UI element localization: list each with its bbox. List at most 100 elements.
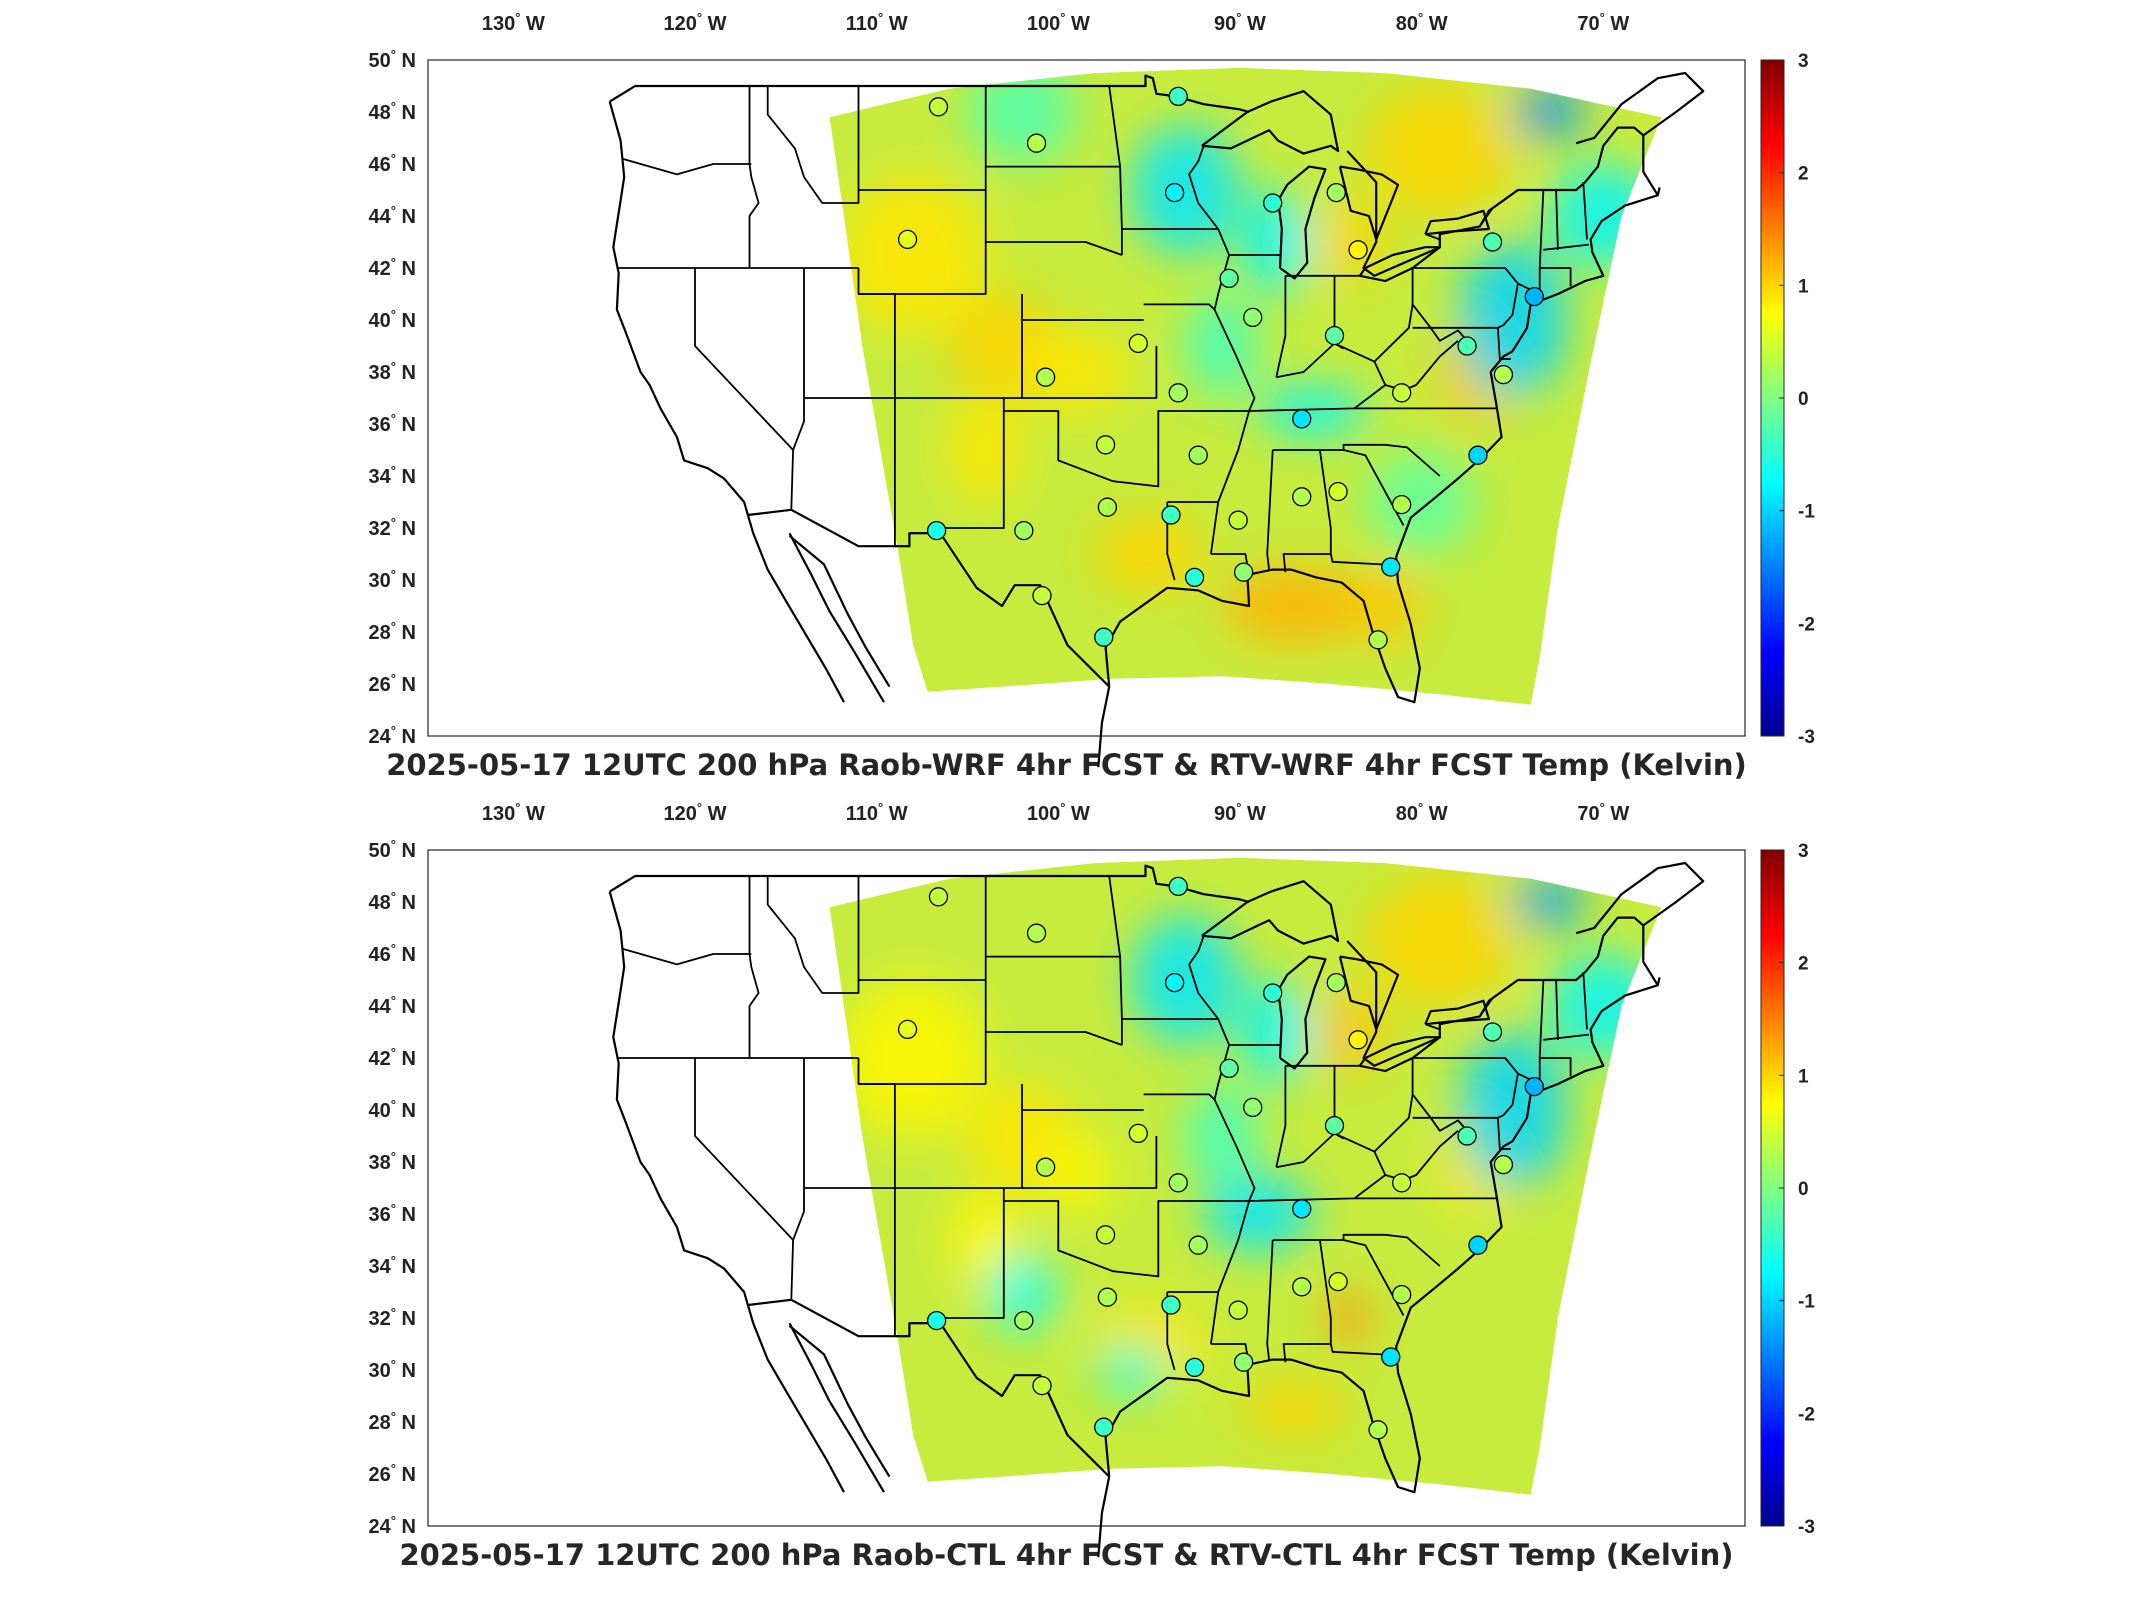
top-raob-station-18 [1457,336,1477,356]
top-state-line-2 [790,268,805,510]
bottom-state-line-5 [766,876,860,994]
bottom-raob-station-14 [1035,1157,1056,1177]
top-raob-station-30 [1392,494,1412,515]
top-coastline-4 [1097,686,1111,768]
top-anomaly-17 [1367,450,1477,554]
bottom-raob-station-11 [1324,1115,1345,1136]
top-state-line-35 [1497,327,1511,360]
bottom-coastline-0 [608,891,845,1493]
top-lat-label-38: 38° N [369,359,416,384]
bottom-great-lake-4 [1424,999,1491,1026]
bottom-anomaly-5 [1239,1383,1349,1435]
bottom-lon-label-90: 90° W [1214,800,1266,825]
bottom-anomaly-2 [1040,1136,1113,1214]
top-raob-station-1 [1026,133,1047,153]
top-state-line-34 [1412,283,1519,329]
top-raob-stations [897,86,1544,650]
bottom-temperature-field [829,857,1662,1495]
top-lat-label-26: 26° N [369,671,416,696]
top-raob-station-28 [1292,487,1312,507]
top-state-line-1 [694,268,794,451]
bottom-state-line-30 [1373,1058,1414,1153]
top-coastline-6 [609,74,1250,114]
top-state-line-3 [748,86,760,268]
top-raob-station-24 [1014,520,1034,541]
top-raob-station-16 [1292,409,1312,429]
bottom-raob-station-17 [1392,1173,1412,1193]
top-raob-station-6 [1348,240,1368,260]
bottom-colorbar-tick-0: 0 [1798,1179,1809,1200]
top-raob-station-0 [928,97,949,117]
top-raob-station-14 [1035,367,1056,387]
top-raob-station-5 [1326,182,1346,203]
bottom-lat-label-26: 26° N [369,1461,416,1486]
bottom-map-panel: 130° W 120° W 110° W 100° W 90° W 80° W 70° W 5… [0,790,2133,1580]
bottom-raob-station-36 [1368,1420,1388,1440]
top-raob-station-34 [1032,585,1052,606]
top-lat-label-44: 44° N [369,203,416,228]
bottom-raob-station-13 [1128,1123,1148,1144]
bottom-panel-title: 2025-05-17 12UTC 200 hPa Raob-CTL 4hr FC… [399,1538,1734,1572]
top-colorbar-tick-2: 2 [1798,164,1809,185]
top-panel-title: 2025-05-17 12UTC 200 hPa Raob-WRF 4hr FC… [386,748,1747,782]
top-raob-station-10 [1243,307,1263,328]
bottom-anomaly-11 [1239,980,1313,1084]
top-lat-label-32: 32° N [369,515,416,540]
bottom-raob-station-31 [1184,1357,1205,1378]
top-anomaly-12 [1258,385,1368,437]
bottom-raob-station-28 [1292,1277,1312,1297]
top-raob-station-4 [1263,193,1283,213]
top-colorbar-tick--3: -3 [1798,727,1815,748]
bottom-state-line-25 [1210,1044,1256,1345]
top-lon-label-80: 80° W [1396,10,1448,35]
bottom-state-line-1 [694,1058,794,1241]
bottom-colorbar-tick--3: -3 [1798,1517,1815,1538]
bottom-raob-stations [897,876,1544,1440]
top-raob-station-13 [1128,333,1148,354]
bottom-state-line-9 [894,1188,941,1338]
bottom-map-figure: 130° W 120° W 110° W 100° W 90° W 80° W 70° W 5… [369,800,1815,1558]
bottom-lat-label-34: 34° N [369,1253,416,1278]
bottom-state-line-6 [857,876,986,981]
bottom-lon-label-120: 120° W [664,800,727,825]
bottom-lat-label-24: 24° N [369,1513,416,1538]
bottom-raob-station-5 [1326,972,1346,993]
top-raob-station-26 [1161,505,1181,525]
top-state-line-16 [1003,346,1158,399]
top-state-line-43 [1539,267,1572,287]
bottom-state-line-7 [857,876,987,1085]
top-colorbar-tick-1: 1 [1798,276,1809,297]
top-state-line-12 [985,241,1123,256]
top-anomaly-4 [1094,515,1204,593]
top-raob-station-23 [1097,497,1118,517]
bottom-state-line-37 [1272,1233,1441,1267]
bottom-colorbar-tick-2: 2 [1798,954,1809,975]
bottom-state-line-43 [1539,1057,1572,1077]
bottom-state-line-4 [622,947,752,966]
top-raob-station-11 [1324,325,1345,346]
top-raob-station-7 [1482,232,1503,252]
top-great-lake-4 [1424,209,1491,236]
bottom-coastline-1 [788,1322,885,1493]
top-state-line-47 [1424,233,1441,248]
top-colorbar-tick--2: -2 [1798,614,1815,635]
bottom-raob-station-27 [1228,1300,1248,1320]
bottom-raob-station-19 [1493,1154,1514,1175]
bottom-raob-station-10 [1243,1097,1263,1118]
bottom-state-line-48 [1479,979,1577,1017]
top-lat-label-36: 36° N [369,411,416,436]
bottom-raob-station-7 [1482,1022,1503,1042]
top-raob-station-15 [1168,383,1188,403]
bottom-state-line-3 [748,876,760,1058]
top-anomaly-3 [949,398,1023,502]
top-state-line-41 [1343,449,1405,526]
bottom-raob-station-26 [1161,1295,1181,1315]
bottom-raob-station-8 [897,1019,918,1040]
bottom-colorbar-tick-3: 3 [1798,841,1809,862]
bottom-raob-station-16 [1292,1199,1312,1219]
top-raob-station-3 [1164,182,1185,203]
top-state-line-45 [1555,189,1559,250]
top-state-line-10 [894,397,1005,529]
top-anomaly-10 [1131,125,1240,255]
bottom-raob-station-25 [926,1310,947,1331]
